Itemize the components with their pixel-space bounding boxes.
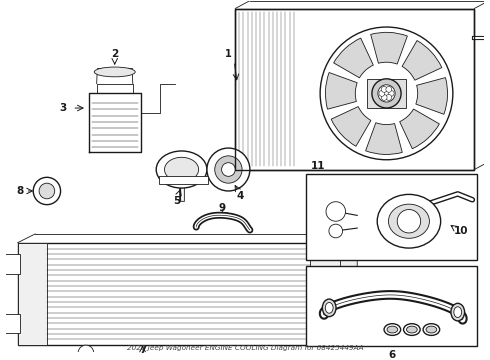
- Ellipse shape: [377, 194, 441, 248]
- Bar: [0, 314, 20, 333]
- Text: 6: 6: [389, 350, 396, 360]
- Circle shape: [386, 86, 392, 92]
- Ellipse shape: [322, 299, 336, 317]
- Text: 3: 3: [59, 103, 66, 113]
- Circle shape: [381, 94, 387, 100]
- Circle shape: [329, 224, 343, 238]
- Wedge shape: [416, 78, 447, 114]
- Circle shape: [379, 90, 385, 96]
- Text: 4: 4: [237, 191, 244, 201]
- Ellipse shape: [404, 324, 420, 336]
- Wedge shape: [325, 72, 357, 109]
- Ellipse shape: [94, 67, 135, 77]
- Ellipse shape: [387, 326, 398, 333]
- Ellipse shape: [426, 326, 437, 333]
- Wedge shape: [366, 123, 402, 154]
- Circle shape: [221, 163, 235, 176]
- Text: 8: 8: [16, 186, 23, 196]
- Polygon shape: [340, 234, 357, 345]
- Circle shape: [378, 85, 395, 102]
- Bar: [159, 176, 208, 184]
- Bar: [18, 243, 47, 345]
- Text: 10: 10: [453, 226, 468, 236]
- Circle shape: [207, 148, 250, 191]
- Text: 11: 11: [311, 161, 325, 171]
- Ellipse shape: [407, 326, 417, 333]
- Ellipse shape: [423, 324, 440, 336]
- Circle shape: [326, 202, 345, 221]
- Circle shape: [78, 345, 94, 360]
- Circle shape: [215, 156, 242, 183]
- Circle shape: [388, 90, 394, 96]
- Wedge shape: [400, 109, 440, 149]
- Wedge shape: [334, 38, 373, 78]
- Circle shape: [386, 94, 392, 100]
- Ellipse shape: [165, 157, 198, 182]
- Circle shape: [33, 177, 61, 204]
- Wedge shape: [331, 107, 371, 146]
- Wedge shape: [371, 32, 407, 64]
- Bar: [235, 9, 474, 170]
- Ellipse shape: [454, 307, 462, 318]
- Text: 9: 9: [219, 203, 226, 212]
- Bar: [18, 243, 340, 345]
- Ellipse shape: [156, 151, 207, 188]
- Circle shape: [39, 183, 55, 199]
- Circle shape: [320, 27, 453, 160]
- Circle shape: [381, 86, 387, 92]
- Bar: [306, 174, 477, 260]
- Text: 5: 5: [173, 196, 180, 206]
- Bar: [306, 266, 477, 346]
- Bar: [0, 255, 20, 274]
- Bar: [310, 243, 340, 345]
- Circle shape: [397, 210, 420, 233]
- Bar: [235, 9, 474, 170]
- Bar: [367, 79, 406, 108]
- Text: 2: 2: [111, 49, 119, 59]
- Text: 1: 1: [225, 49, 232, 59]
- Ellipse shape: [451, 303, 465, 321]
- Text: 7: 7: [139, 345, 146, 355]
- Ellipse shape: [325, 302, 333, 313]
- Ellipse shape: [384, 324, 401, 336]
- Circle shape: [372, 79, 401, 108]
- Text: 2022 Jeep Wagoneer ENGINE COOLING Diagram for 68425449AA: 2022 Jeep Wagoneer ENGINE COOLING Diagra…: [127, 345, 363, 351]
- Ellipse shape: [389, 204, 429, 238]
- Wedge shape: [402, 41, 442, 80]
